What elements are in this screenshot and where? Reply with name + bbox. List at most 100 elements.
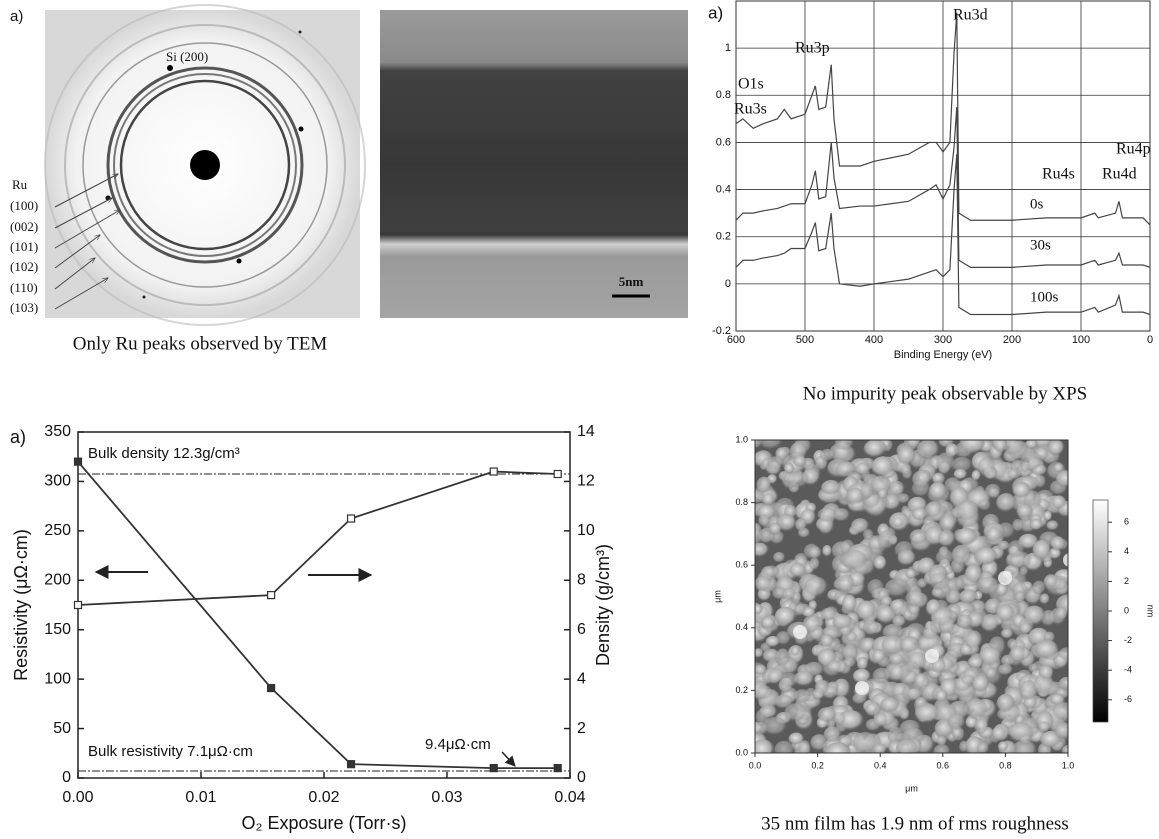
grain [925,649,939,663]
grain [768,523,782,536]
grain [936,735,948,747]
y-tick-label: 150 [44,621,71,638]
grain [991,726,1007,742]
grain [932,606,954,629]
y-tick-label: 50 [53,720,71,737]
grain [925,501,943,519]
x-tick-label: 0.0 [749,760,762,770]
grain [877,530,896,551]
spectrum-line [735,12,1151,226]
grain [791,645,800,657]
grain [1034,474,1047,489]
grain [976,742,990,753]
ring-label: (110) [10,280,38,295]
caption: Only Ru peaks observed by TEM [73,333,328,354]
x-tick-label: 0.01 [185,789,216,806]
marker [267,591,276,600]
grain [867,579,885,597]
grain [793,455,807,468]
grain [1037,721,1051,734]
grain [852,668,872,685]
y-tick-label: 200 [44,572,71,589]
grain [774,606,797,627]
grain [862,619,880,637]
grain [841,594,858,614]
marker [489,467,498,476]
grain [1032,675,1054,696]
marker [267,683,276,693]
grain [905,590,925,608]
grain [974,718,990,736]
y-tick-label: 0.8 [735,497,748,507]
grain [795,518,808,533]
y2-tick-label: 10 [577,522,595,539]
grain [1019,622,1033,636]
grain [929,481,948,502]
grain [951,456,973,474]
grain [759,704,778,720]
colorbar-tick-label: -6 [1124,694,1132,704]
grain [916,440,940,461]
grain [1043,574,1059,589]
y-tick-label: 0.6 [716,136,731,148]
grain [972,674,990,694]
grain [856,600,877,623]
grain [787,471,810,489]
colorbar-tick-label: -4 [1124,665,1132,675]
grain [846,487,865,507]
grain [907,651,928,672]
grain [1032,580,1047,596]
grain [1003,440,1026,457]
grain [895,739,919,753]
colorbar [1092,499,1109,723]
grain [937,529,956,549]
x-tick-label: 0.04 [554,789,585,806]
x-tick-label: 500 [796,334,814,346]
marker [73,457,83,466]
series-label: 100s [1030,289,1059,305]
colorbar-tick-label: 4 [1124,546,1129,556]
grain [935,549,955,567]
grain [1052,702,1068,722]
grain [872,648,886,664]
grain [810,734,829,752]
grain [964,698,989,721]
grain [823,726,842,744]
grain [881,635,907,656]
grain [814,679,829,697]
grain [1061,744,1068,753]
grain [755,542,770,558]
ring-label: (100) [10,198,38,213]
grain [961,674,975,686]
panel-label: a) [10,427,26,447]
plot-frame [754,439,1069,754]
grain [794,670,815,688]
y-tick-label: 1 [725,42,731,54]
grain [997,663,1014,676]
y-tick-label: 1.0 [735,434,748,444]
y2-tick-label: 8 [577,572,586,589]
spectrum-line [735,154,1151,316]
y-tick-label: 0.0 [735,747,748,757]
peak-label: Ru3d [953,7,988,24]
plot-frame [77,431,571,779]
grain [852,732,879,753]
x-tick-label: 0.6 [937,760,950,770]
y-tick-label: 0.2 [735,685,748,695]
grain [1001,628,1014,640]
peak-label: Ru3s [734,101,767,118]
tem-image [380,10,688,318]
grain [958,589,979,606]
ring-label: Ru [12,177,28,192]
grain [956,614,973,630]
grain [824,742,852,753]
grain [865,701,882,718]
y-tick-label: 300 [44,473,71,490]
grain [838,574,855,594]
grain [897,446,917,466]
ring-label: Si (200) [166,49,208,64]
x-tick-label: 200 [1003,334,1021,346]
marker [346,514,356,523]
caption: 35 nm film has 1.9 nm of rms roughness [761,813,1069,834]
grain [758,440,784,451]
